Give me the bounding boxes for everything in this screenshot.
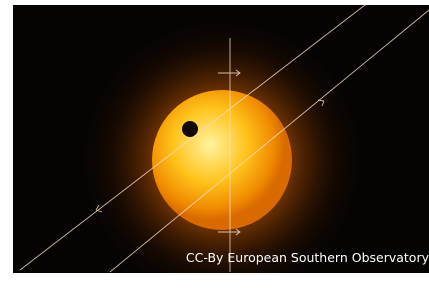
photo: CC-By European Southern Observatory: [13, 5, 429, 298]
caption: CC-By European Southern Observatory: [186, 250, 429, 265]
page: CC-By European Southern Observatory (() …: [0, 0, 429, 298]
star: [152, 90, 292, 230]
image: CC-By European Southern Observatory: [0, 0, 429, 298]
